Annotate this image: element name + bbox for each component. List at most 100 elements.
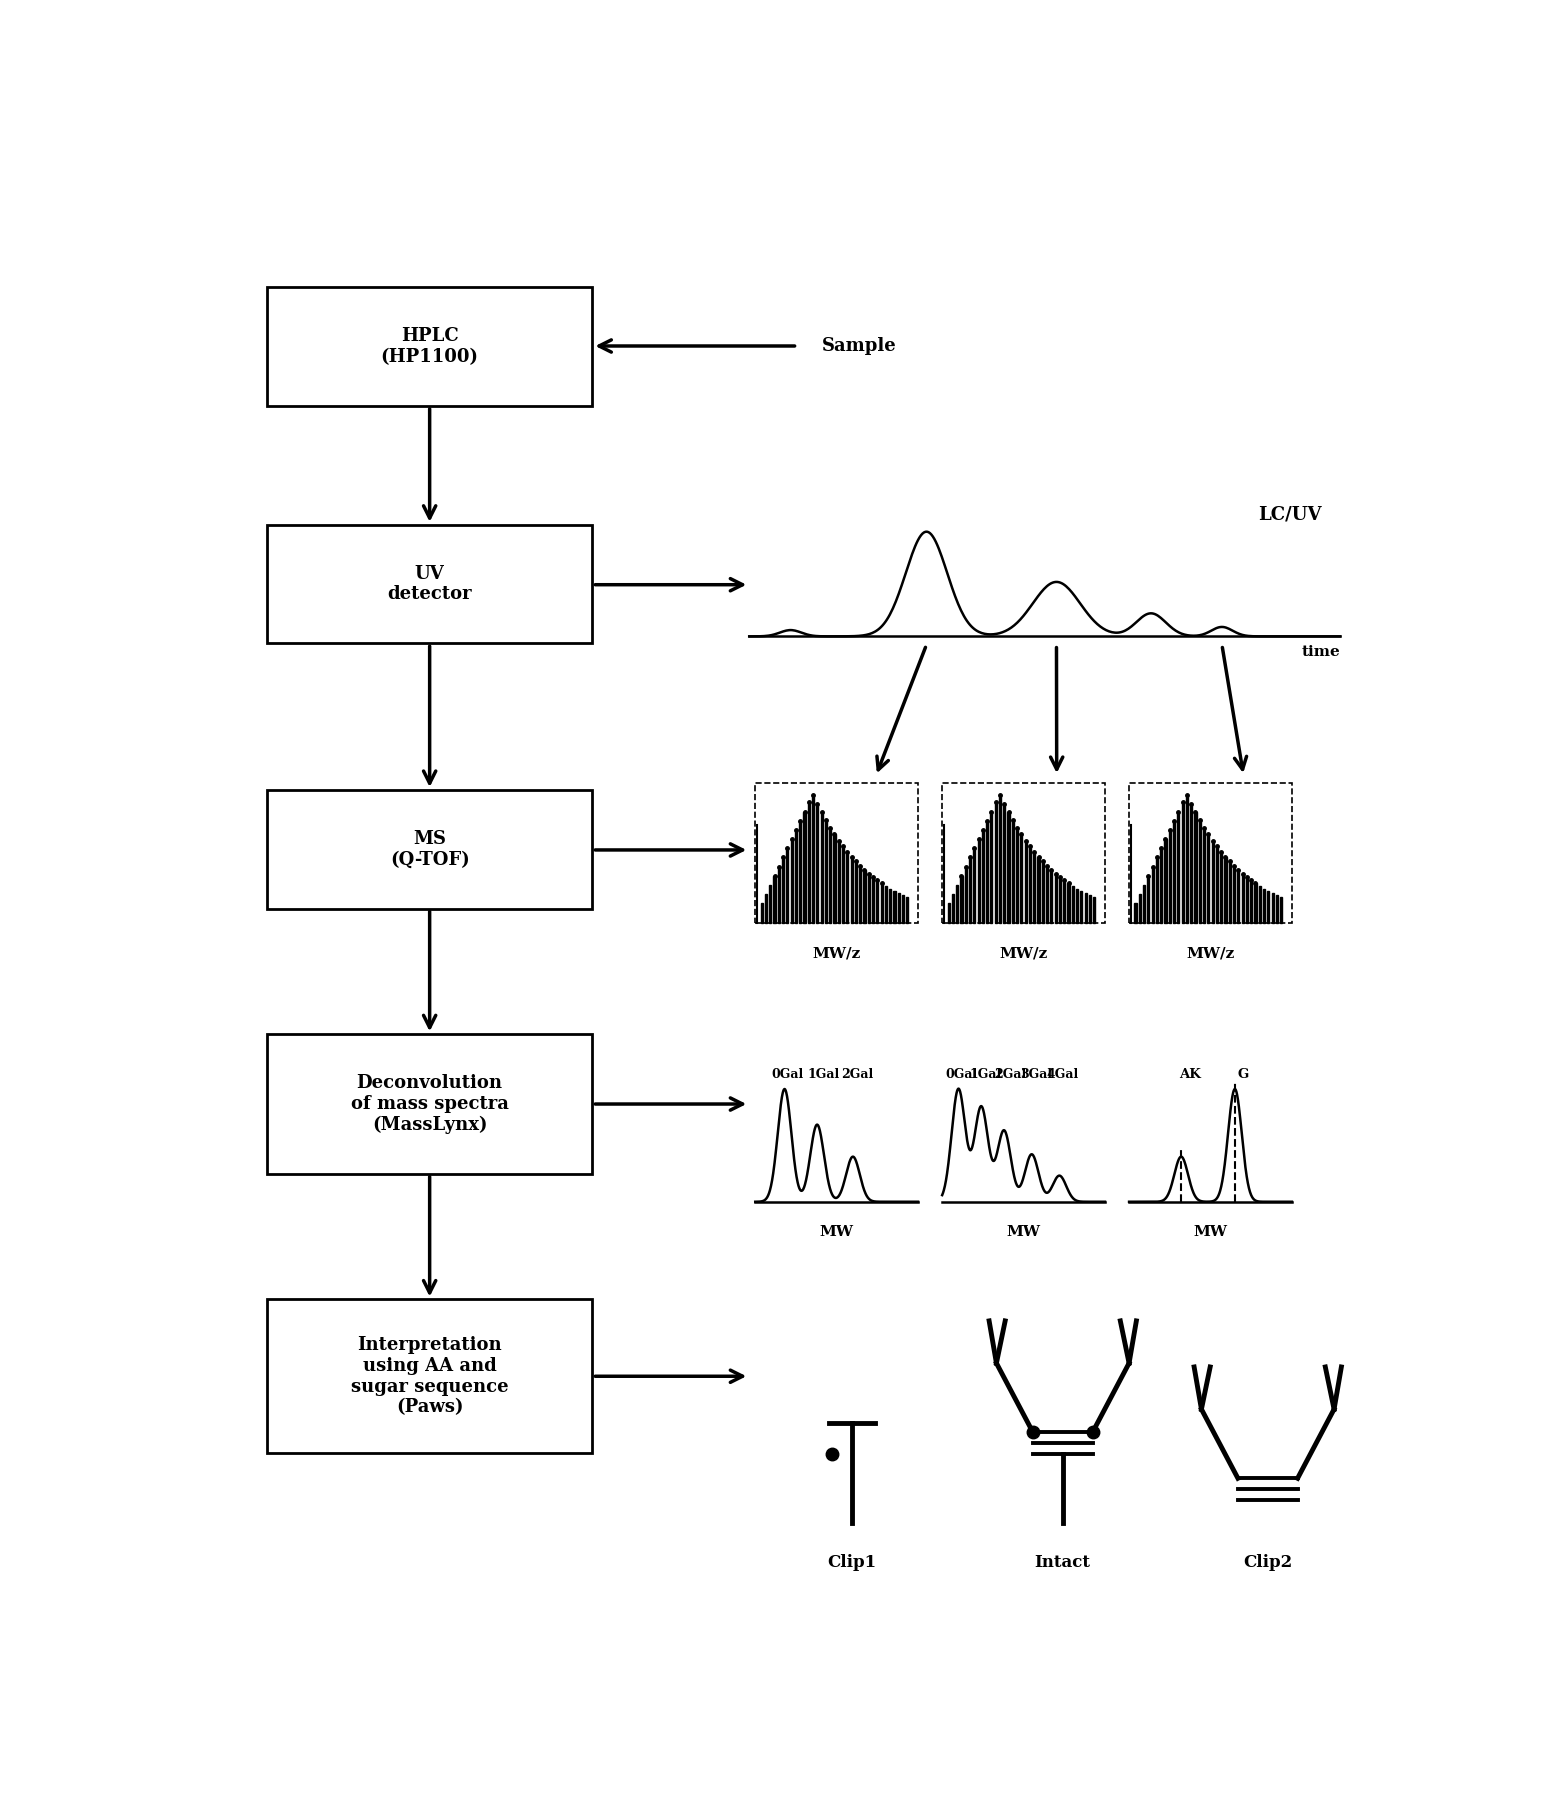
- Bar: [1215, 847, 1218, 923]
- Bar: [999, 796, 1001, 923]
- Bar: [1207, 834, 1209, 923]
- Text: Sample: Sample: [822, 337, 896, 355]
- Bar: [1276, 896, 1277, 923]
- Bar: [1085, 894, 1086, 923]
- Bar: [778, 867, 780, 923]
- Bar: [1156, 858, 1158, 923]
- Bar: [1161, 848, 1162, 923]
- Bar: [1004, 805, 1005, 923]
- Bar: [941, 783, 1105, 923]
- Text: Clip1: Clip1: [828, 1554, 876, 1570]
- Bar: [1080, 890, 1083, 923]
- Bar: [851, 858, 853, 923]
- Bar: [965, 867, 966, 923]
- Bar: [1164, 839, 1167, 923]
- Text: 2Gal: 2Gal: [842, 1068, 874, 1081]
- Text: Clip2: Clip2: [1243, 1554, 1293, 1570]
- Bar: [1212, 841, 1214, 923]
- Bar: [1089, 896, 1091, 923]
- Bar: [1271, 894, 1274, 923]
- Bar: [888, 888, 892, 923]
- Text: UV
detector: UV detector: [387, 564, 471, 604]
- Bar: [846, 852, 848, 923]
- Bar: [1246, 877, 1248, 923]
- Bar: [987, 821, 988, 923]
- Bar: [820, 812, 823, 923]
- Bar: [1259, 887, 1260, 923]
- Text: MW/z: MW/z: [812, 946, 860, 961]
- Text: MW/z: MW/z: [999, 946, 1047, 961]
- Bar: [800, 821, 801, 923]
- Bar: [761, 903, 762, 923]
- Text: 3Gal: 3Gal: [1021, 1068, 1052, 1081]
- Bar: [1130, 783, 1291, 923]
- Text: LC/UV: LC/UV: [1259, 506, 1323, 524]
- Bar: [812, 796, 814, 923]
- Bar: [1229, 861, 1231, 923]
- Bar: [1237, 870, 1240, 923]
- Bar: [1190, 805, 1192, 923]
- Bar: [1021, 834, 1022, 923]
- Bar: [829, 827, 831, 923]
- Bar: [982, 830, 983, 923]
- Bar: [1151, 867, 1153, 923]
- Bar: [1025, 841, 1027, 923]
- Bar: [1249, 881, 1253, 923]
- Bar: [1144, 885, 1145, 923]
- Bar: [969, 858, 971, 923]
- Text: 4Gal: 4Gal: [1046, 1068, 1078, 1081]
- Bar: [1063, 881, 1066, 923]
- Bar: [859, 867, 862, 923]
- Bar: [906, 897, 909, 923]
- Bar: [893, 890, 896, 923]
- Bar: [1220, 852, 1223, 923]
- Bar: [952, 894, 954, 923]
- Bar: [268, 286, 593, 406]
- Bar: [864, 870, 865, 923]
- Bar: [786, 848, 789, 923]
- Bar: [854, 861, 857, 923]
- Text: AK: AK: [1179, 1068, 1201, 1081]
- Bar: [790, 839, 792, 923]
- Bar: [1134, 903, 1136, 923]
- Bar: [268, 1300, 593, 1452]
- Text: 0Gal: 0Gal: [772, 1068, 804, 1081]
- Bar: [902, 896, 904, 923]
- Bar: [1007, 812, 1010, 923]
- Bar: [795, 830, 797, 923]
- Bar: [885, 887, 887, 923]
- Bar: [1263, 888, 1265, 923]
- Bar: [1043, 861, 1044, 923]
- Text: HPLC
(HP1100): HPLC (HP1100): [381, 328, 479, 366]
- Bar: [948, 903, 949, 923]
- Bar: [842, 847, 845, 923]
- Bar: [1178, 812, 1179, 923]
- Bar: [1169, 830, 1170, 923]
- Text: MS
(Q-TOF): MS (Q-TOF): [389, 830, 470, 868]
- Bar: [808, 803, 809, 923]
- Bar: [268, 790, 593, 908]
- Bar: [955, 885, 958, 923]
- Bar: [1186, 796, 1187, 923]
- Bar: [1050, 870, 1052, 923]
- Bar: [1033, 852, 1035, 923]
- Bar: [898, 894, 899, 923]
- Text: 1Gal: 1Gal: [969, 1068, 1002, 1081]
- Bar: [834, 834, 836, 923]
- Bar: [1077, 888, 1078, 923]
- Bar: [766, 894, 767, 923]
- Bar: [1029, 847, 1032, 923]
- Text: 1Gal: 1Gal: [808, 1068, 840, 1081]
- Bar: [1072, 887, 1074, 923]
- Bar: [1038, 858, 1039, 923]
- Bar: [1055, 874, 1057, 923]
- Bar: [837, 841, 840, 923]
- Bar: [1139, 894, 1141, 923]
- Bar: [1254, 883, 1257, 923]
- Bar: [1281, 897, 1282, 923]
- Text: 2Gal: 2Gal: [994, 1068, 1027, 1081]
- Bar: [803, 812, 806, 923]
- Bar: [1060, 877, 1061, 923]
- Text: Interpretation
using AA and
sugar sequence
(Paws): Interpretation using AA and sugar sequen…: [350, 1336, 509, 1416]
- Bar: [1046, 867, 1049, 923]
